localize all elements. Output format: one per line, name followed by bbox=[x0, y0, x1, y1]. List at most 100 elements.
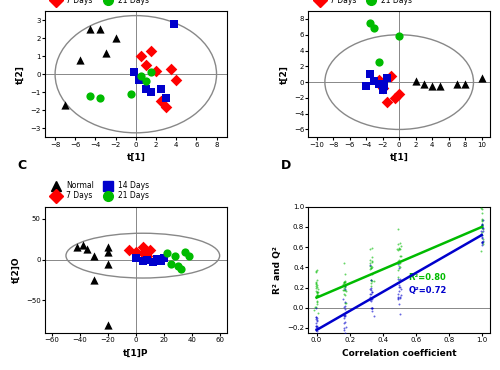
Point bbox=[142, 78, 150, 84]
Point bbox=[147, 48, 155, 54]
Point bbox=[142, 86, 150, 92]
Point bbox=[478, 239, 486, 245]
Point bbox=[478, 223, 486, 229]
Point bbox=[340, 312, 348, 318]
Point bbox=[185, 253, 193, 259]
Point bbox=[340, 279, 348, 285]
Point bbox=[314, 286, 322, 292]
Point bbox=[340, 279, 348, 285]
Point bbox=[314, 335, 322, 341]
Point bbox=[478, 222, 486, 228]
Point bbox=[78, 242, 86, 248]
Point bbox=[312, 297, 320, 303]
Point bbox=[366, 265, 374, 271]
Point bbox=[311, 304, 319, 310]
Point bbox=[342, 287, 350, 293]
Point bbox=[396, 295, 404, 300]
Point bbox=[370, 26, 378, 31]
Point bbox=[342, 286, 349, 292]
Point bbox=[312, 304, 320, 310]
Point bbox=[313, 292, 321, 298]
Point bbox=[366, 260, 374, 266]
Point bbox=[104, 249, 112, 255]
Point bbox=[374, 60, 382, 65]
Point bbox=[478, 228, 486, 234]
Point bbox=[341, 319, 349, 325]
Point bbox=[341, 283, 349, 289]
Point bbox=[312, 340, 320, 346]
Point bbox=[314, 289, 322, 295]
Point bbox=[104, 245, 112, 250]
Point bbox=[312, 279, 320, 285]
Point bbox=[147, 89, 155, 95]
Point bbox=[478, 232, 486, 238]
Point bbox=[396, 264, 404, 270]
Point bbox=[368, 305, 376, 311]
Point bbox=[396, 240, 404, 246]
Point bbox=[312, 280, 320, 286]
Point bbox=[378, 87, 386, 93]
Point bbox=[312, 323, 320, 329]
Point bbox=[478, 225, 486, 231]
Point bbox=[394, 274, 402, 280]
Point bbox=[394, 285, 402, 290]
Point bbox=[366, 263, 374, 269]
Point bbox=[139, 250, 147, 256]
Point bbox=[125, 247, 133, 253]
Point bbox=[368, 289, 376, 295]
Point bbox=[367, 277, 375, 283]
Point bbox=[139, 258, 147, 264]
Point bbox=[478, 231, 486, 237]
Point bbox=[477, 198, 485, 204]
Point bbox=[61, 102, 69, 108]
Point bbox=[340, 260, 347, 266]
Point bbox=[312, 333, 320, 339]
Point bbox=[394, 241, 402, 247]
Point bbox=[132, 249, 140, 255]
Point bbox=[96, 95, 104, 101]
Text: R²=0.80: R²=0.80 bbox=[408, 273, 446, 282]
Point bbox=[313, 292, 321, 298]
Y-axis label: t[2]: t[2] bbox=[280, 65, 288, 84]
Point bbox=[142, 62, 150, 68]
Point bbox=[397, 243, 405, 249]
Point bbox=[340, 327, 348, 333]
Point bbox=[340, 285, 347, 291]
Point bbox=[478, 229, 486, 235]
Point bbox=[104, 322, 112, 328]
Point bbox=[392, 246, 400, 252]
Point bbox=[137, 53, 145, 59]
Point bbox=[157, 258, 165, 264]
Point bbox=[394, 226, 402, 232]
Point bbox=[135, 77, 143, 83]
Point bbox=[368, 259, 376, 265]
Point bbox=[366, 246, 374, 252]
Point bbox=[83, 246, 91, 252]
Point bbox=[478, 216, 486, 222]
Point bbox=[312, 324, 320, 330]
Point bbox=[170, 21, 178, 27]
Point bbox=[313, 343, 321, 349]
Point bbox=[312, 320, 320, 326]
Point bbox=[380, 83, 388, 89]
Point bbox=[137, 73, 145, 79]
Point bbox=[461, 81, 469, 87]
Point bbox=[394, 296, 402, 302]
Point bbox=[341, 303, 349, 309]
Point bbox=[312, 285, 320, 291]
Point bbox=[478, 221, 486, 227]
Point bbox=[367, 263, 375, 269]
Point bbox=[314, 325, 322, 331]
Point bbox=[314, 300, 322, 306]
Point bbox=[341, 271, 349, 277]
Point bbox=[370, 313, 378, 319]
Point bbox=[478, 235, 486, 241]
Point bbox=[311, 349, 319, 354]
Point bbox=[340, 282, 347, 287]
Point bbox=[153, 256, 161, 262]
Point bbox=[312, 269, 320, 275]
Point bbox=[366, 262, 374, 268]
Point bbox=[453, 81, 461, 87]
Point bbox=[314, 317, 322, 323]
Point bbox=[340, 320, 347, 326]
